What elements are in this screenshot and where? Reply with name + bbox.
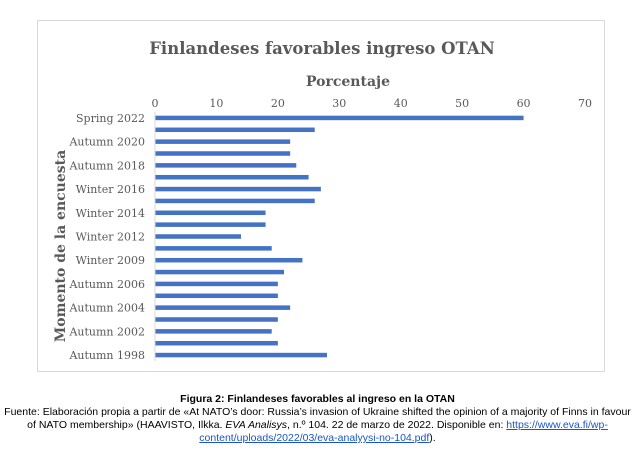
y-axis-label: Momento de la encuesta bbox=[53, 150, 69, 342]
bar bbox=[155, 174, 309, 180]
bar bbox=[155, 329, 272, 334]
caption-title: Figura 2: Finlandeses favorables al ingr… bbox=[180, 393, 455, 405]
bar bbox=[155, 257, 303, 263]
y-tick-label: Winter 2014 bbox=[76, 207, 145, 220]
bar-chart: Finlandeses favorables ingreso OTAN Porc… bbox=[53, 39, 593, 362]
x-tick-labels: 0 10 20 30 40 50 60 70 bbox=[152, 97, 593, 110]
bar bbox=[155, 210, 266, 216]
caption-source-italic: EVA Analisys bbox=[225, 419, 288, 431]
bar bbox=[155, 269, 284, 275]
x-tick-label: 10 bbox=[209, 97, 223, 110]
x-tick-label: 40 bbox=[394, 97, 408, 110]
bar bbox=[155, 198, 315, 204]
bar bbox=[155, 151, 291, 156]
bar bbox=[155, 293, 278, 299]
chart-frame: Finlandeses favorables ingreso OTAN Porc… bbox=[37, 20, 605, 372]
bar bbox=[155, 246, 272, 251]
bars bbox=[155, 115, 524, 358]
caption-source-text-2: , n.º 104. 22 de marzo de 2022. Disponib… bbox=[287, 419, 507, 431]
y-tick-labels: Spring 2022 Autumn 2020 Autumn 2018 Winter … bbox=[68, 112, 145, 362]
x-tick-label: 20 bbox=[271, 97, 285, 110]
x-axis-label: Porcentaje bbox=[306, 74, 390, 90]
caption-source-end: ). bbox=[429, 432, 436, 444]
chart-title: Finlandeses favorables ingreso OTAN bbox=[149, 39, 495, 58]
y-tick-label: Autumn 2004 bbox=[68, 302, 145, 315]
bar bbox=[155, 234, 241, 239]
y-tick-label: Winter 2016 bbox=[76, 183, 145, 196]
bar bbox=[155, 127, 315, 133]
y-tick-label: Winter 2009 bbox=[76, 254, 145, 267]
figure-caption: Figura 2: Finlandeses favorables al ingr… bbox=[0, 393, 635, 445]
y-tick-label: Autumn 1998 bbox=[68, 349, 145, 362]
y-tick-label: Autumn 2002 bbox=[68, 325, 145, 338]
bar bbox=[155, 163, 297, 168]
y-tick-label: Autumn 2018 bbox=[68, 159, 145, 172]
x-tick-label: 50 bbox=[455, 97, 469, 110]
bar bbox=[155, 139, 291, 144]
bar bbox=[155, 317, 278, 322]
x-tick-label: 70 bbox=[578, 97, 592, 110]
x-tick-label: 60 bbox=[517, 97, 531, 110]
y-tick-label: Autumn 2020 bbox=[68, 136, 145, 149]
x-tick-label: 30 bbox=[332, 97, 346, 110]
bar bbox=[155, 281, 278, 287]
bar bbox=[155, 340, 278, 346]
x-tick-label: 0 bbox=[152, 97, 159, 110]
caption-source-link[interactable]: https://www.eva.fi/wp-content/uploads/20… bbox=[199, 419, 608, 444]
bar bbox=[155, 186, 321, 192]
caption-source-text: Fuente: Elaboración propia a partir de «… bbox=[4, 406, 631, 431]
y-tick-label: Autumn 2006 bbox=[68, 278, 145, 291]
y-tick-label: Winter 2012 bbox=[76, 231, 145, 244]
bar bbox=[155, 115, 524, 121]
bar bbox=[155, 352, 327, 358]
bar bbox=[155, 305, 291, 310]
y-tick-label: Spring 2022 bbox=[76, 112, 145, 125]
bar bbox=[155, 222, 266, 227]
